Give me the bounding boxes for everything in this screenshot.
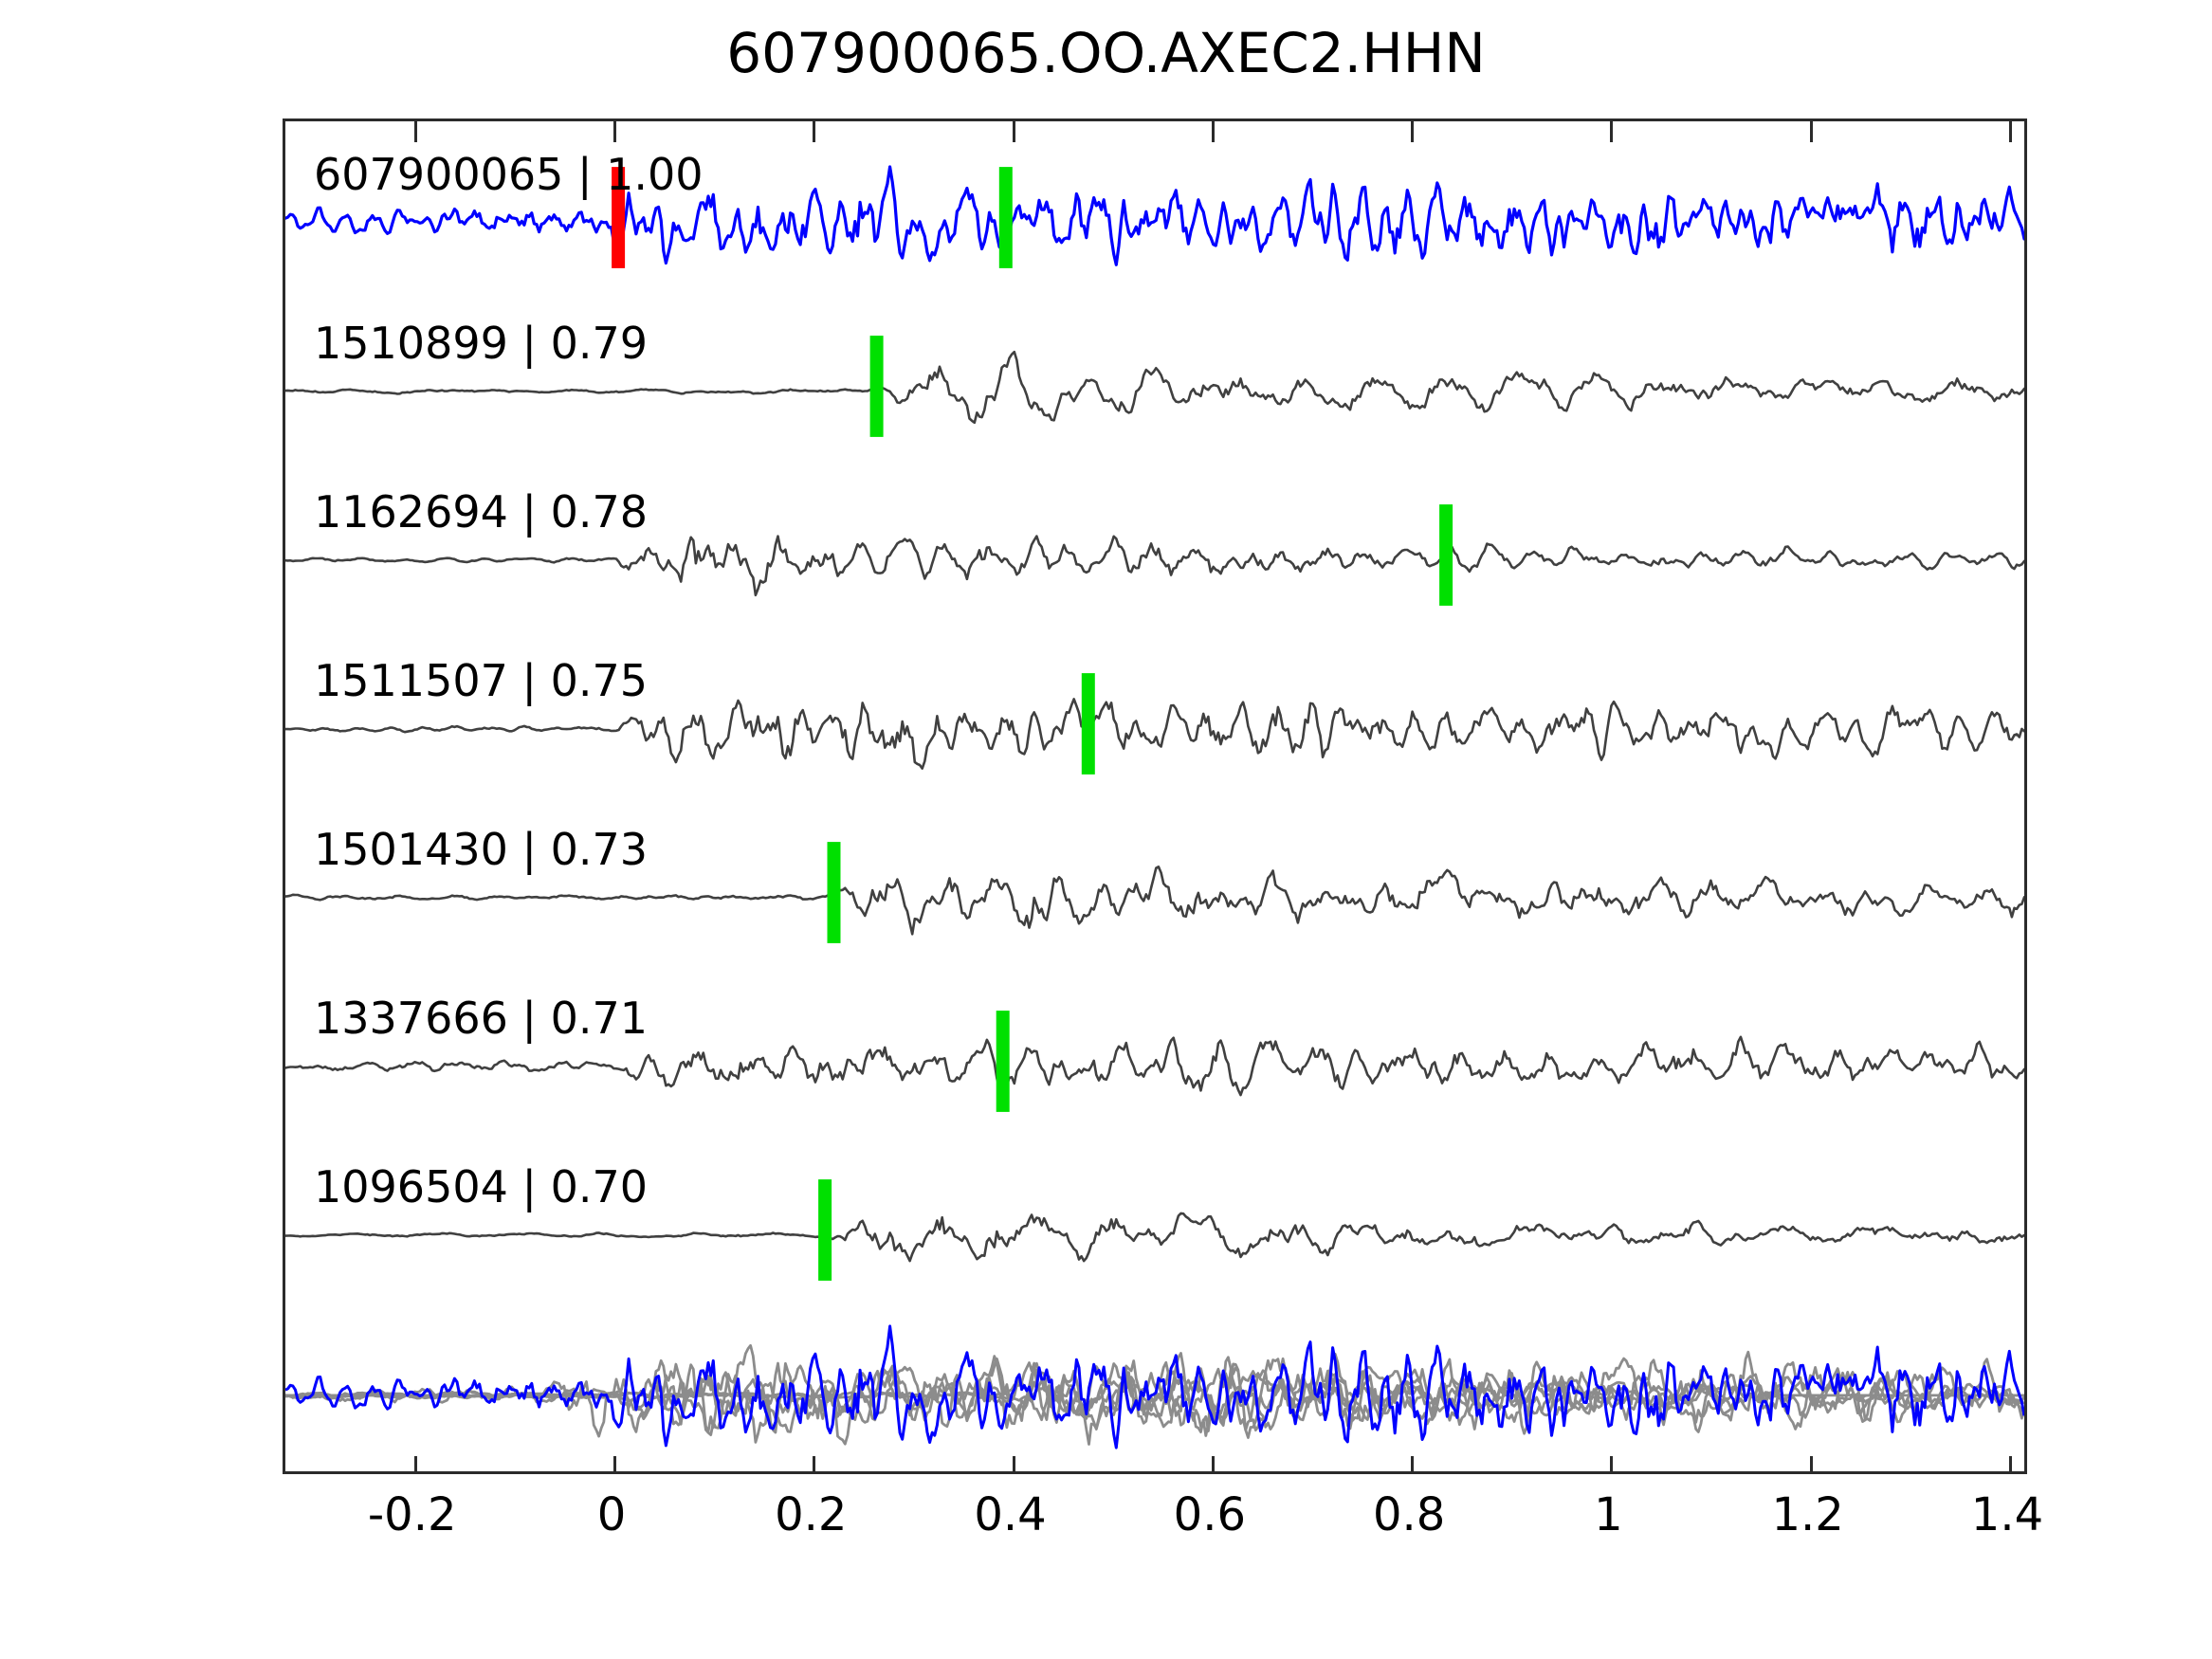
trace-label-1162694: 1162694 | 0.78 xyxy=(314,485,649,538)
pick-marker-green-1501430 xyxy=(827,842,841,943)
trace-line-1510899 xyxy=(285,350,2024,425)
x-tick-mark-top xyxy=(413,121,417,142)
x-tick-mark-top xyxy=(2008,121,2012,142)
x-tick-mark xyxy=(1809,1456,1813,1471)
pick-marker-green-1162694 xyxy=(1439,504,1453,606)
x-tick-mark xyxy=(1411,1456,1415,1471)
x-tick-mark-top xyxy=(1809,121,1813,142)
trace-label-1337666: 1337666 | 0.71 xyxy=(314,992,649,1044)
x-tick-mark-top xyxy=(612,121,616,142)
trace-line-1337666 xyxy=(285,1035,2024,1097)
x-tick-mark-top xyxy=(813,121,816,142)
pick-marker-green-1337666 xyxy=(996,1011,1010,1112)
waveform-canvas xyxy=(285,165,2024,1449)
page-title: 607900065.OO.AXEC2.HHN xyxy=(726,21,1486,85)
stack-trace-template xyxy=(285,1324,2024,1449)
trace-label-1501430: 1501430 | 0.73 xyxy=(314,823,649,875)
trace-line-607900065 xyxy=(285,165,2024,266)
x-tick-label-0neg8: 0.8 xyxy=(1372,1488,1446,1541)
trace-line-1511507 xyxy=(285,698,2024,770)
pick-marker-green-1096504 xyxy=(818,1179,832,1281)
trace-label-1510899: 1510899 | 0.79 xyxy=(314,317,649,369)
x-tick-mark xyxy=(612,1456,616,1471)
x-tick-label-1neg4: 1.4 xyxy=(1970,1488,2044,1541)
plot-area: 607900065 | 1.00 1510899 | 0.79 1162694 | … xyxy=(283,118,2027,1474)
x-tick-label-1neg2: 1.2 xyxy=(1771,1488,1844,1541)
trace-line-1096504 xyxy=(285,1212,2024,1263)
pick-marker-green-1511507 xyxy=(1081,673,1095,775)
x-tick-mark xyxy=(1610,1456,1614,1471)
stack-trace-1096504 xyxy=(285,1365,2024,1431)
pick-marker-red-607900065 xyxy=(612,167,626,268)
x-tick-mark-top xyxy=(1012,121,1015,142)
x-tick-label-0neg6: 0.6 xyxy=(1173,1488,1246,1541)
trace-line-1501430 xyxy=(285,866,2024,936)
x-tick-mark xyxy=(813,1456,816,1471)
x-tick-label-0neg2: 0.2 xyxy=(775,1488,848,1541)
x-tick-label-0neg4: 0.4 xyxy=(974,1488,1047,1541)
trace-line-1162694 xyxy=(285,535,2024,597)
trace-label-1511507: 1511507 | 0.75 xyxy=(314,654,649,706)
x-tick-mark xyxy=(1012,1456,1015,1471)
x-tick-label-neg0-2: -0.2 xyxy=(367,1488,457,1541)
x-tick-label-0: 0 xyxy=(596,1488,627,1541)
x-axis-tick-labels: -0.2 0 0.2 0.4 0.6 0.8 1 1.2 1.4 xyxy=(283,1488,2043,1564)
x-tick-mark-top xyxy=(1610,121,1614,142)
pick-marker-green-607900065 xyxy=(998,167,1013,268)
pick-marker-green-1510899 xyxy=(869,336,884,437)
x-tick-label-1: 1 xyxy=(1594,1488,1623,1541)
trace-label-1096504: 1096504 | 0.70 xyxy=(314,1160,649,1212)
x-tick-mark xyxy=(413,1456,417,1471)
x-tick-mark xyxy=(2008,1456,2012,1471)
trace-label-607900065: 607900065 | 1.00 xyxy=(314,148,704,200)
x-tick-mark-top xyxy=(1211,121,1215,142)
x-tick-mark xyxy=(1211,1456,1215,1471)
x-tick-mark-top xyxy=(1411,121,1415,142)
